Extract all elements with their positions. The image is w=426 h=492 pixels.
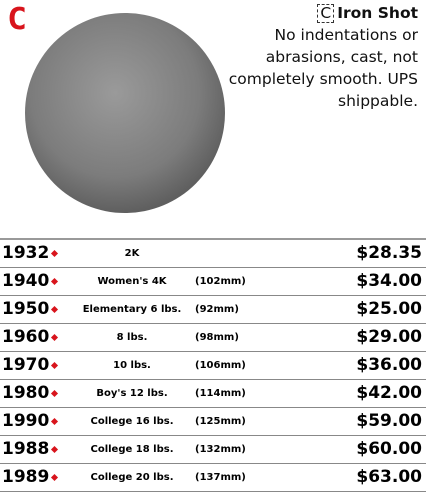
bullet <box>51 474 58 481</box>
bullet <box>51 418 58 425</box>
page: C CIron Shot No indentations or abrasion… <box>0 0 426 490</box>
item-size: (92mm) <box>195 304 239 315</box>
item-number: 1989 <box>2 467 49 487</box>
item-number: 1950 <box>2 299 49 319</box>
item-number: 1990 <box>2 411 49 431</box>
bullet <box>51 362 58 369</box>
item-name: College 16 lbs. <box>62 416 202 427</box>
table-row: 1990 College 16 lbs.(125mm) $59.00 <box>0 408 426 436</box>
bullet <box>51 446 58 453</box>
iron-shot-ball <box>25 13 225 213</box>
item-price: $60.00 <box>356 439 422 459</box>
item-price: $34.00 <box>356 271 422 291</box>
bullet <box>51 334 58 341</box>
item-number: 1932 <box>2 243 49 263</box>
logo: C <box>7 2 27 37</box>
item-size: (106mm) <box>195 360 246 371</box>
item-number: 1940 <box>2 271 49 291</box>
item-name: Women's 4K <box>62 276 202 287</box>
item-name: 8 lbs. <box>62 332 202 343</box>
item-size: (137mm) <box>195 472 246 483</box>
description: No indentations or abrasions, cast, not … <box>229 26 418 110</box>
item-size: (114mm) <box>195 388 246 399</box>
table-row: 1980 Boy's 12 lbs.(114mm) $42.00 <box>0 380 426 408</box>
item-name: 10 lbs. <box>62 360 202 371</box>
item-number: 1980 <box>2 383 49 403</box>
bullet <box>51 306 58 313</box>
item-price: $42.00 <box>356 383 422 403</box>
table-row: 1970 10 lbs.(106mm) $36.00 <box>0 352 426 380</box>
title: Iron Shot <box>337 4 418 22</box>
item-name: Elementary 6 lbs. <box>62 304 202 315</box>
item-price: $25.00 <box>356 299 422 319</box>
item-price: $63.00 <box>356 467 422 487</box>
item-price: $59.00 <box>356 411 422 431</box>
bullet <box>51 250 58 257</box>
item-size: (125mm) <box>195 416 246 427</box>
product-image <box>20 8 230 218</box>
item-price: $28.35 <box>356 243 422 263</box>
table-row: 1989 College 20 lbs.(137mm) $63.00 <box>0 464 426 492</box>
item-size: (132mm) <box>195 444 246 455</box>
item-number: 1970 <box>2 355 49 375</box>
table-row: 1960 8 lbs.(98mm) $29.00 <box>0 324 426 352</box>
item-name: College 20 lbs. <box>62 472 202 483</box>
table-row: 1932 2K $28.35 <box>0 240 426 268</box>
item-size: (102mm) <box>195 276 246 287</box>
item-price: $29.00 <box>356 327 422 347</box>
bullet <box>51 390 58 397</box>
table-row: 1950 Elementary 6 lbs.(92mm) $25.00 <box>0 296 426 324</box>
item-price: $36.00 <box>356 355 422 375</box>
item-number: 1960 <box>2 327 49 347</box>
item-name: College 18 lbs. <box>62 444 202 455</box>
badge: C <box>317 4 334 23</box>
item-number: 1988 <box>2 439 49 459</box>
bullet <box>51 278 58 285</box>
table-row: 1988 College 18 lbs.(132mm) $60.00 <box>0 436 426 464</box>
item-size: (98mm) <box>195 332 239 343</box>
table-row: 1940 Women's 4K(102mm) $34.00 <box>0 268 426 296</box>
item-name: Boy's 12 lbs. <box>62 388 202 399</box>
item-name: 2K <box>62 248 202 259</box>
